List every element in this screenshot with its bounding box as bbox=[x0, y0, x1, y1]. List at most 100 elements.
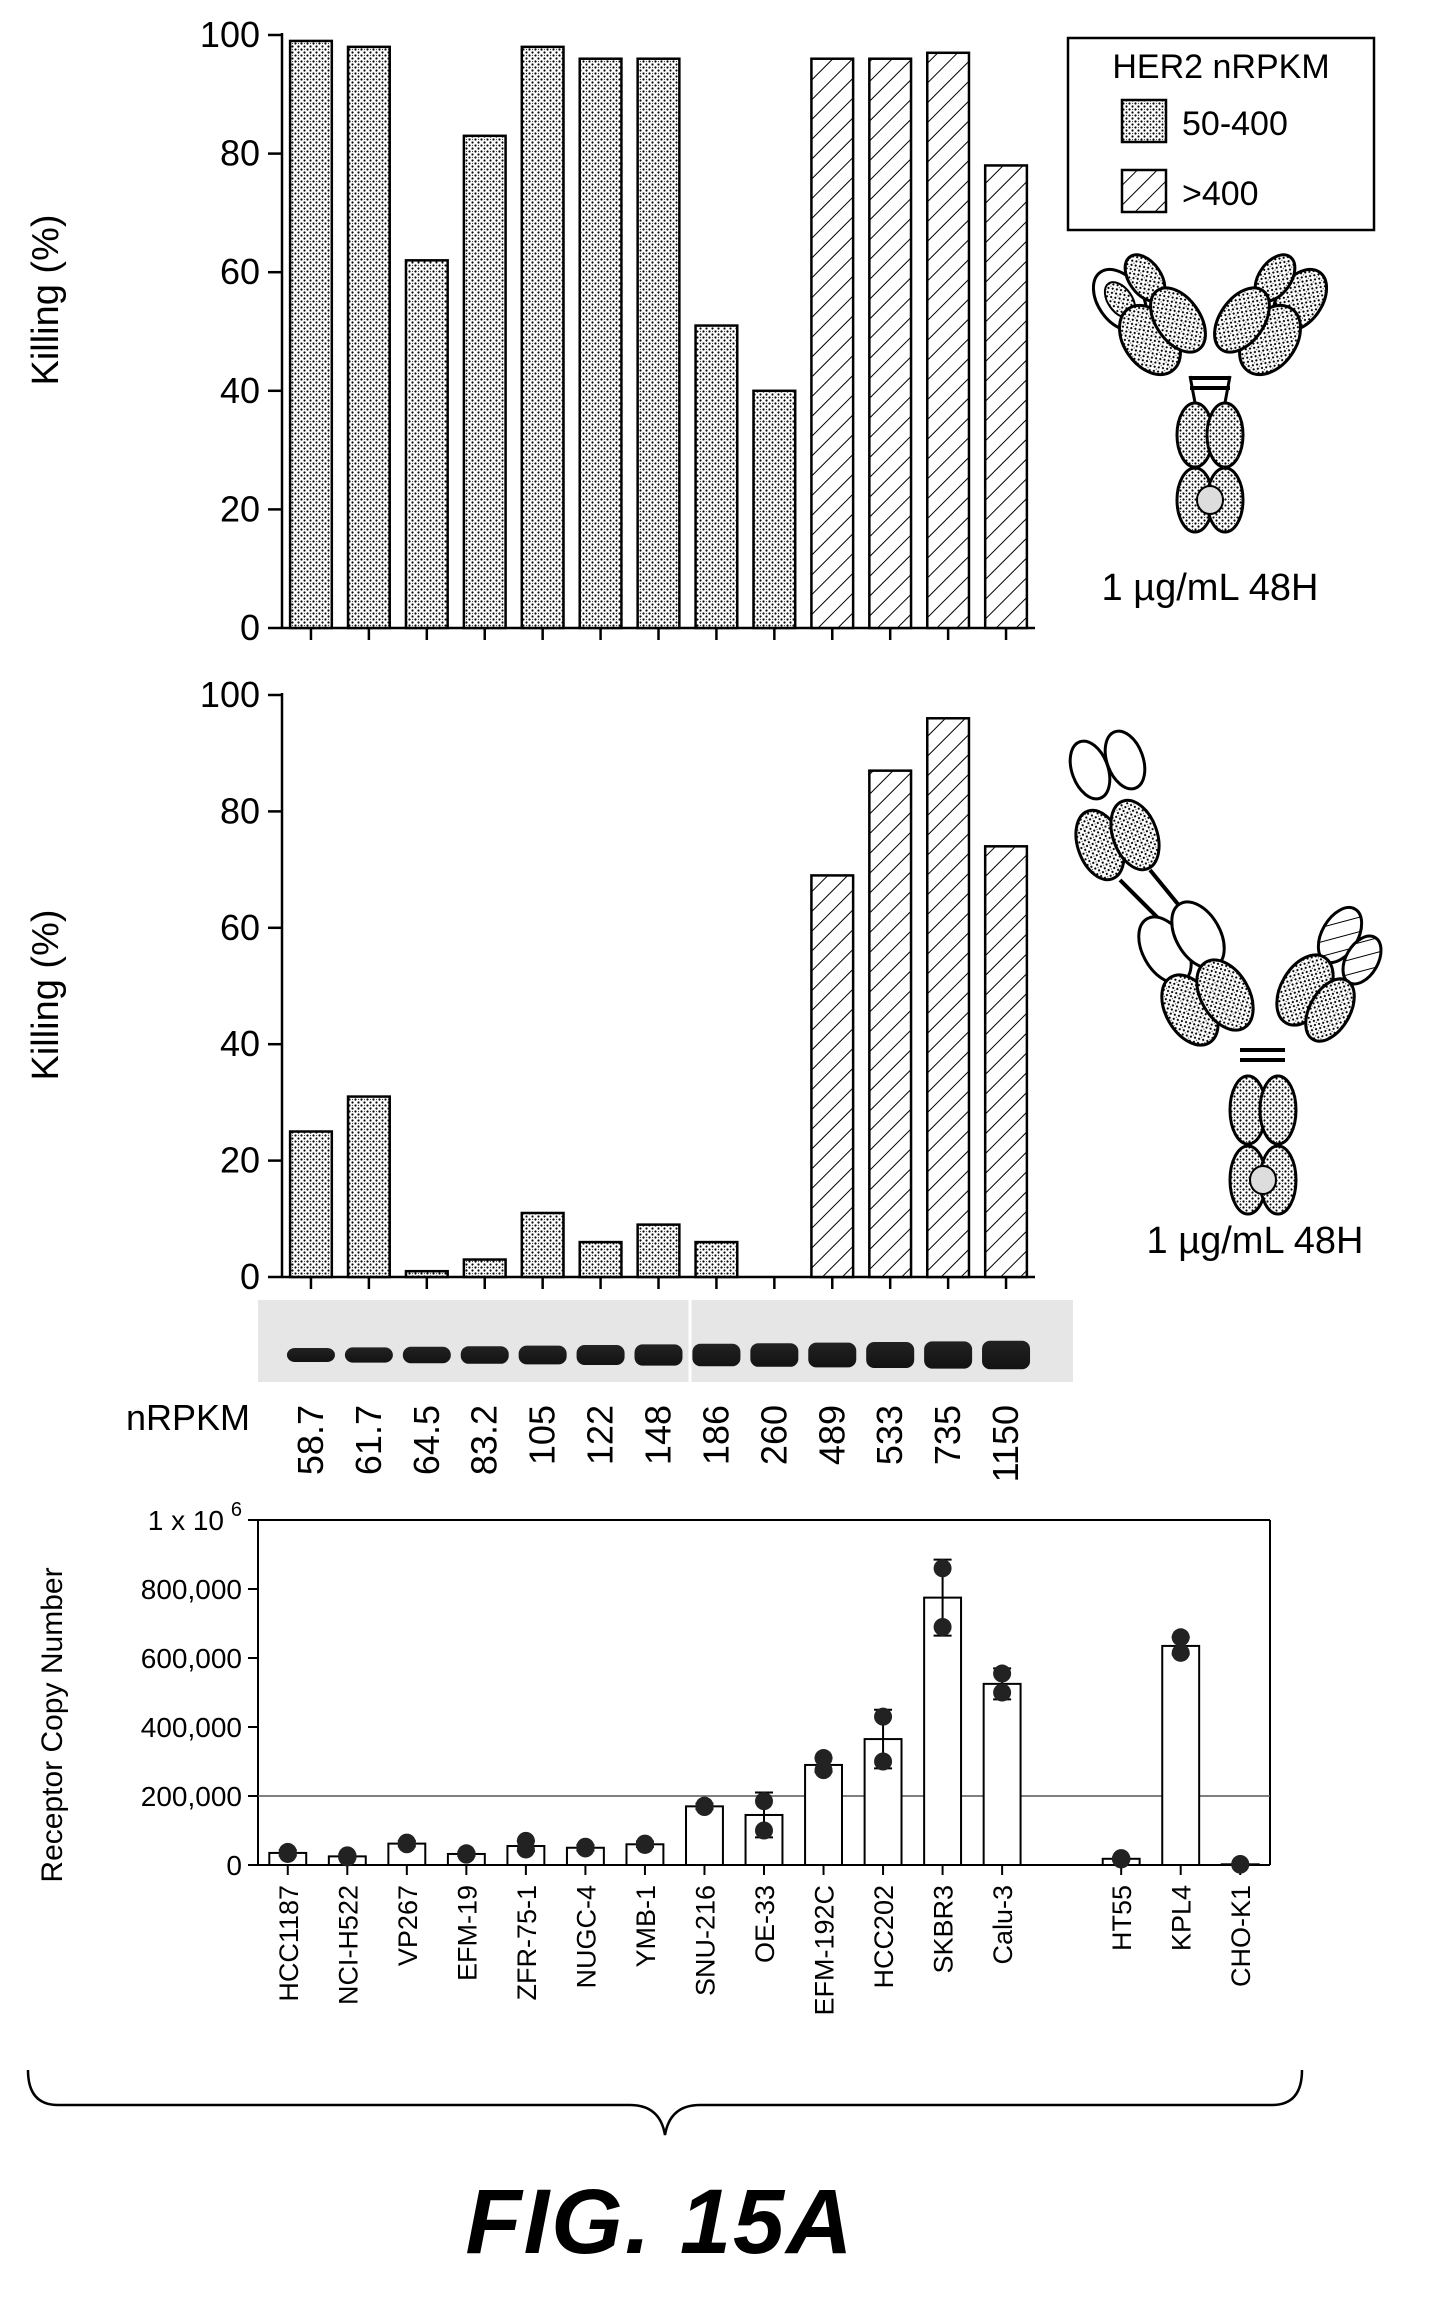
replicate-point bbox=[755, 1821, 773, 1840]
bar bbox=[868, 57, 913, 630]
blot-band bbox=[982, 1340, 1031, 1370]
y-tick-label: 40 bbox=[220, 1023, 260, 1064]
cell-line-label: NCI-H522 bbox=[333, 1885, 363, 2005]
replicate-point bbox=[755, 1792, 773, 1811]
legend-box bbox=[1066, 36, 1376, 232]
replicate-point bbox=[278, 1844, 297, 1863]
nrpkm-label: 735 bbox=[927, 1405, 968, 1465]
cell-line-label: SKBR3 bbox=[929, 1885, 959, 1974]
bar bbox=[520, 45, 565, 630]
bar bbox=[346, 1095, 391, 1279]
nrpkm-label: 64.5 bbox=[406, 1405, 447, 1475]
y-tick-label: 60 bbox=[220, 251, 260, 292]
copy-number-bar bbox=[1161, 1644, 1201, 1867]
cell-line-label: OE-33 bbox=[750, 1885, 780, 1963]
y-tick-label: 400,000 bbox=[141, 1712, 242, 1743]
y-tick-label: 60 bbox=[220, 907, 260, 948]
cell-line-label: HT55 bbox=[1107, 1885, 1137, 1951]
nrpkm-label: 148 bbox=[638, 1405, 679, 1465]
p3-ylabel: Receptor Copy Number bbox=[36, 1567, 69, 1882]
replicate-point bbox=[1112, 1850, 1131, 1869]
nrpkm-label: 533 bbox=[869, 1405, 910, 1465]
bar bbox=[462, 134, 507, 630]
nrpkm-label: 489 bbox=[811, 1405, 852, 1465]
bar bbox=[810, 57, 855, 630]
blot-band bbox=[924, 1341, 973, 1369]
y-tick-label: 40 bbox=[220, 370, 260, 411]
bar bbox=[288, 1130, 334, 1279]
copy-number-bar bbox=[804, 1763, 843, 1866]
cell-line-label: YMB-1 bbox=[631, 1885, 661, 1968]
bar bbox=[578, 1240, 623, 1279]
cell-line-label: Calu-3 bbox=[988, 1885, 1018, 1965]
antibody-igg-illustration bbox=[1091, 253, 1329, 534]
bar bbox=[578, 57, 623, 630]
cell-line-label: HCC1187 bbox=[274, 1885, 304, 2002]
bar bbox=[694, 324, 739, 630]
bar bbox=[983, 164, 1029, 630]
blot-band bbox=[518, 1345, 567, 1365]
nrpkm-label: 122 bbox=[580, 1405, 621, 1465]
y-tick-label: 800,000 bbox=[141, 1574, 242, 1605]
replicate-point bbox=[1231, 1855, 1250, 1874]
nrpkm-label: 105 bbox=[522, 1405, 563, 1465]
nrpkm-label: 186 bbox=[695, 1405, 736, 1465]
legend-swatch-dots bbox=[1120, 98, 1168, 144]
legend-swatch-hatch bbox=[1120, 168, 1168, 214]
replicate-point bbox=[993, 1683, 1012, 1702]
replicate-point bbox=[1171, 1643, 1190, 1662]
legend-label-gt400: >400 bbox=[1182, 175, 1259, 213]
grouping-brace bbox=[26, 2069, 1304, 2136]
bar bbox=[404, 259, 449, 630]
cell-line-label: VP267 bbox=[393, 1885, 423, 1966]
y-tick-label: 100 bbox=[200, 674, 260, 715]
y-tick-label: 100 bbox=[200, 14, 260, 55]
blot-band bbox=[692, 1343, 741, 1367]
cell-line-label: EFM-19 bbox=[452, 1885, 482, 1981]
p1-annotation: 1 µg/mL 48H bbox=[1102, 567, 1319, 609]
y-tick-label: 20 bbox=[220, 488, 260, 529]
cell-line-label: SNU-216 bbox=[690, 1885, 720, 1996]
bar bbox=[926, 51, 971, 630]
blot-band bbox=[460, 1346, 509, 1364]
replicate-point bbox=[1171, 1628, 1190, 1647]
bar bbox=[288, 39, 334, 630]
replicate-point bbox=[516, 1840, 535, 1859]
y-tick-label: 80 bbox=[220, 790, 260, 831]
nrpkm-label: 260 bbox=[753, 1405, 794, 1465]
replicate-point bbox=[933, 1617, 952, 1636]
bar bbox=[694, 1240, 739, 1279]
bar bbox=[404, 1269, 449, 1279]
y-tick-label: 20 bbox=[220, 1140, 260, 1181]
replicate-point bbox=[338, 1848, 357, 1867]
replicate-point bbox=[874, 1752, 893, 1771]
nrpkm-row-label: nRPKM bbox=[126, 1397, 250, 1438]
antibody-bispecific-illustration bbox=[1068, 729, 1383, 1216]
cell-line-label: ZFR-75-1 bbox=[512, 1885, 542, 2001]
cell-line-label: EFM-192C bbox=[810, 1885, 840, 2016]
legend-title: HER2 nRPKM bbox=[1112, 48, 1329, 86]
killing-chart-top: Killing (%) 0 20 40 60 80 100 HER2 nRPKM 50-4… bbox=[25, 14, 1376, 648]
replicate-point bbox=[576, 1839, 595, 1858]
blot-band bbox=[576, 1345, 625, 1365]
y-tick-label: 0 bbox=[240, 1256, 260, 1297]
blot-band bbox=[866, 1342, 915, 1368]
figure-label: FIG. 15A bbox=[465, 2171, 855, 2273]
replicate-point bbox=[933, 1559, 952, 1578]
bar bbox=[636, 57, 681, 630]
cell-line-label: NUGC-4 bbox=[571, 1885, 601, 1989]
p2-annotation: 1 µg/mL 48H bbox=[1147, 1220, 1364, 1262]
y-tick-label: 0 bbox=[240, 607, 260, 648]
y-tick-label: 80 bbox=[220, 133, 260, 174]
blot-band bbox=[344, 1347, 393, 1363]
y-tick-label: 1 x 10 bbox=[148, 1505, 224, 1536]
bar bbox=[868, 769, 913, 1279]
y-tick-label: 600,000 bbox=[141, 1643, 242, 1674]
copy-number-bar bbox=[923, 1596, 963, 1866]
y-tick-superscript: 6 bbox=[231, 1499, 242, 1521]
blot-band bbox=[750, 1343, 799, 1367]
replicate-point bbox=[457, 1845, 476, 1864]
nrpkm-label: 1150 bbox=[985, 1405, 1026, 1482]
killing-chart-middle: Killing (%) 0 20 40 60 80 100 bbox=[25, 674, 1383, 1482]
